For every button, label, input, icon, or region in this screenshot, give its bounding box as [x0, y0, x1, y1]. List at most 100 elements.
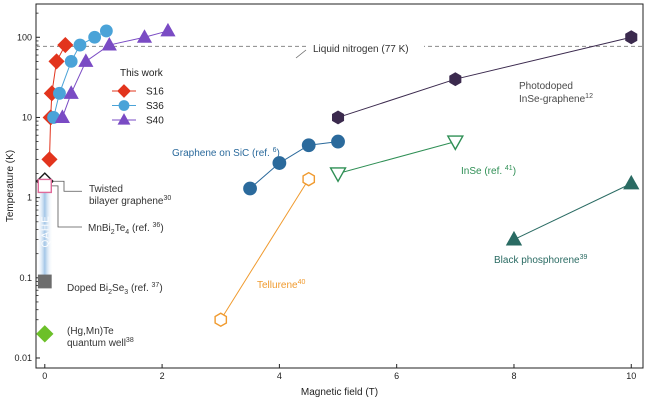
- annotation-text: InSe (ref.: [461, 166, 505, 177]
- legend-label-s16: S16: [146, 87, 164, 98]
- data-point-s36: [73, 38, 87, 52]
- photodoped-inse-graphene-label: InSe-graphene12: [519, 93, 593, 105]
- data-point-black-phosphorene: [623, 174, 640, 190]
- data-point-graphene-on-sic: [301, 138, 316, 153]
- x-tick-label: 10: [626, 371, 636, 381]
- annotation-sub: 4: [125, 229, 129, 236]
- data-point-s36: [88, 30, 102, 44]
- twisted-bilayer-graphene-label: Twisted: [89, 184, 123, 195]
- x-tick-label: 6: [394, 371, 399, 381]
- data-point-inse: [329, 167, 347, 183]
- data-point-s40: [54, 109, 70, 123]
- annotation-text: ): [277, 148, 280, 159]
- tellurene-label: Tellurene40: [257, 279, 305, 291]
- doped-bi2se3-label: Doped Bi2Se3 (ref. 37): [67, 282, 163, 296]
- mnbi2te4-leader: [51, 185, 82, 228]
- series-line-inse: [337, 141, 456, 174]
- legend-marker-s40: [117, 113, 131, 125]
- y-tick-label: 0.01: [14, 353, 32, 363]
- annotation-sup: 12: [585, 93, 593, 100]
- series-line-black-phosphorene: [513, 183, 632, 241]
- data-point-graphene-on-sic: [243, 181, 257, 196]
- plot-frame: [35, 3, 644, 369]
- data-point-graphene-on-sic: [331, 134, 345, 149]
- data-point-s40: [101, 37, 117, 51]
- annotation-sup: 40: [298, 279, 306, 286]
- annotation-text: Black phosphorene: [494, 255, 580, 266]
- legend-marker-s16: [117, 84, 131, 98]
- annotation-text: (ref.: [128, 283, 151, 294]
- annotation-sup: 6: [273, 147, 277, 154]
- annotation-sup: 36: [153, 222, 161, 229]
- inse-label: InSe (ref. 41): [461, 165, 516, 177]
- data-point-s40: [136, 29, 153, 43]
- qahe-band: [36, 181, 53, 282]
- annotation-sup: 38: [126, 337, 134, 344]
- data-point-tellurene: [302, 171, 316, 187]
- annotation-text: Doped Bi: [67, 283, 108, 294]
- data-point-photodoped-inse-graphene: [449, 72, 462, 87]
- y-axis-label: Temperature (K): [5, 150, 16, 222]
- annotation-sup: 37: [152, 282, 160, 289]
- annotation-text: Tellurene: [257, 280, 298, 291]
- data-point-inse: [446, 135, 464, 151]
- data-point-s16: [48, 53, 65, 70]
- data-point-black-phosphorene: [505, 230, 523, 246]
- y-tick-label: 0.1: [19, 273, 32, 283]
- hgmnte-label: quantum well38: [67, 337, 134, 349]
- annotation-text: ): [159, 283, 162, 294]
- annotation-text: MnBi: [88, 223, 111, 234]
- qahe-label: QAHE: [40, 215, 51, 247]
- annotation-text: ): [513, 166, 516, 177]
- annotation-text: InSe-graphene: [519, 94, 586, 105]
- annotation-text: Graphene on SiC (ref.: [172, 148, 273, 159]
- series-line-tellurene: [220, 178, 310, 320]
- data-point-hg-mn-te-quantum-well: [36, 325, 54, 343]
- data-point-s40: [63, 85, 79, 99]
- annotation-sup: 30: [164, 195, 172, 202]
- annotation-text: Te: [115, 223, 126, 234]
- x-tick-label: 0: [42, 371, 47, 381]
- twisted-bilayer-leader: [52, 180, 82, 192]
- y-tick-label: 10: [22, 112, 32, 122]
- data-point-s16: [41, 151, 58, 168]
- x-tick-label: 8: [511, 371, 516, 381]
- data-point-photodoped-inse-graphene: [332, 110, 345, 125]
- data-point-s40: [160, 22, 176, 37]
- data-point-s36: [99, 24, 113, 38]
- mnbi2te4-label: MnBi2Te4 (ref. 36): [88, 222, 164, 236]
- legend-label-s40: S40: [146, 116, 164, 127]
- black-phosphorene-label: Black phosphorene39: [494, 254, 588, 266]
- annotation-text: quantum well: [67, 338, 126, 349]
- annotation-text: Se: [112, 283, 125, 294]
- annotation-text: bilayer graphene: [89, 196, 164, 207]
- series-line-graphene-on-sic: [249, 141, 339, 189]
- data-point-graphene-on-sic: [272, 156, 287, 170]
- annotation-sup: 39: [580, 254, 588, 261]
- annotation-text: Twisted: [89, 184, 123, 195]
- data-point-doped-bi2se3: [37, 274, 52, 289]
- legend-title: This work: [120, 68, 164, 79]
- annotation-sub: 3: [124, 289, 128, 296]
- annotation-sub: 2: [108, 289, 112, 296]
- x-axis-label: Magnetic field (T): [301, 387, 378, 398]
- photodoped-inse-graphene-label: Photodoped: [519, 81, 573, 92]
- annotation-text: (Hg,Mn)Te: [67, 326, 114, 337]
- twisted-bilayer-graphene-label: bilayer graphene30: [89, 195, 171, 207]
- legend-label-s36: S36: [146, 101, 164, 112]
- x-tick-label: 2: [160, 371, 165, 381]
- legend-marker-s36: [118, 100, 130, 111]
- liquid-nitrogen-label-bg: [308, 42, 424, 55]
- hgmnte-label: (Hg,Mn)Te: [67, 326, 114, 337]
- y-tick-label: 100: [17, 32, 32, 42]
- x-tick-label: 4: [277, 371, 282, 381]
- liquid-nitrogen-leader: [295, 49, 307, 59]
- data-point-mnbi2te4: [37, 178, 52, 194]
- data-point-s36: [53, 86, 66, 100]
- annotation-text: Photodoped: [519, 81, 573, 92]
- data-point-s40: [78, 53, 94, 67]
- data-point-photodoped-inse-graphene: [625, 30, 638, 45]
- annotation-sub: 2: [111, 229, 115, 236]
